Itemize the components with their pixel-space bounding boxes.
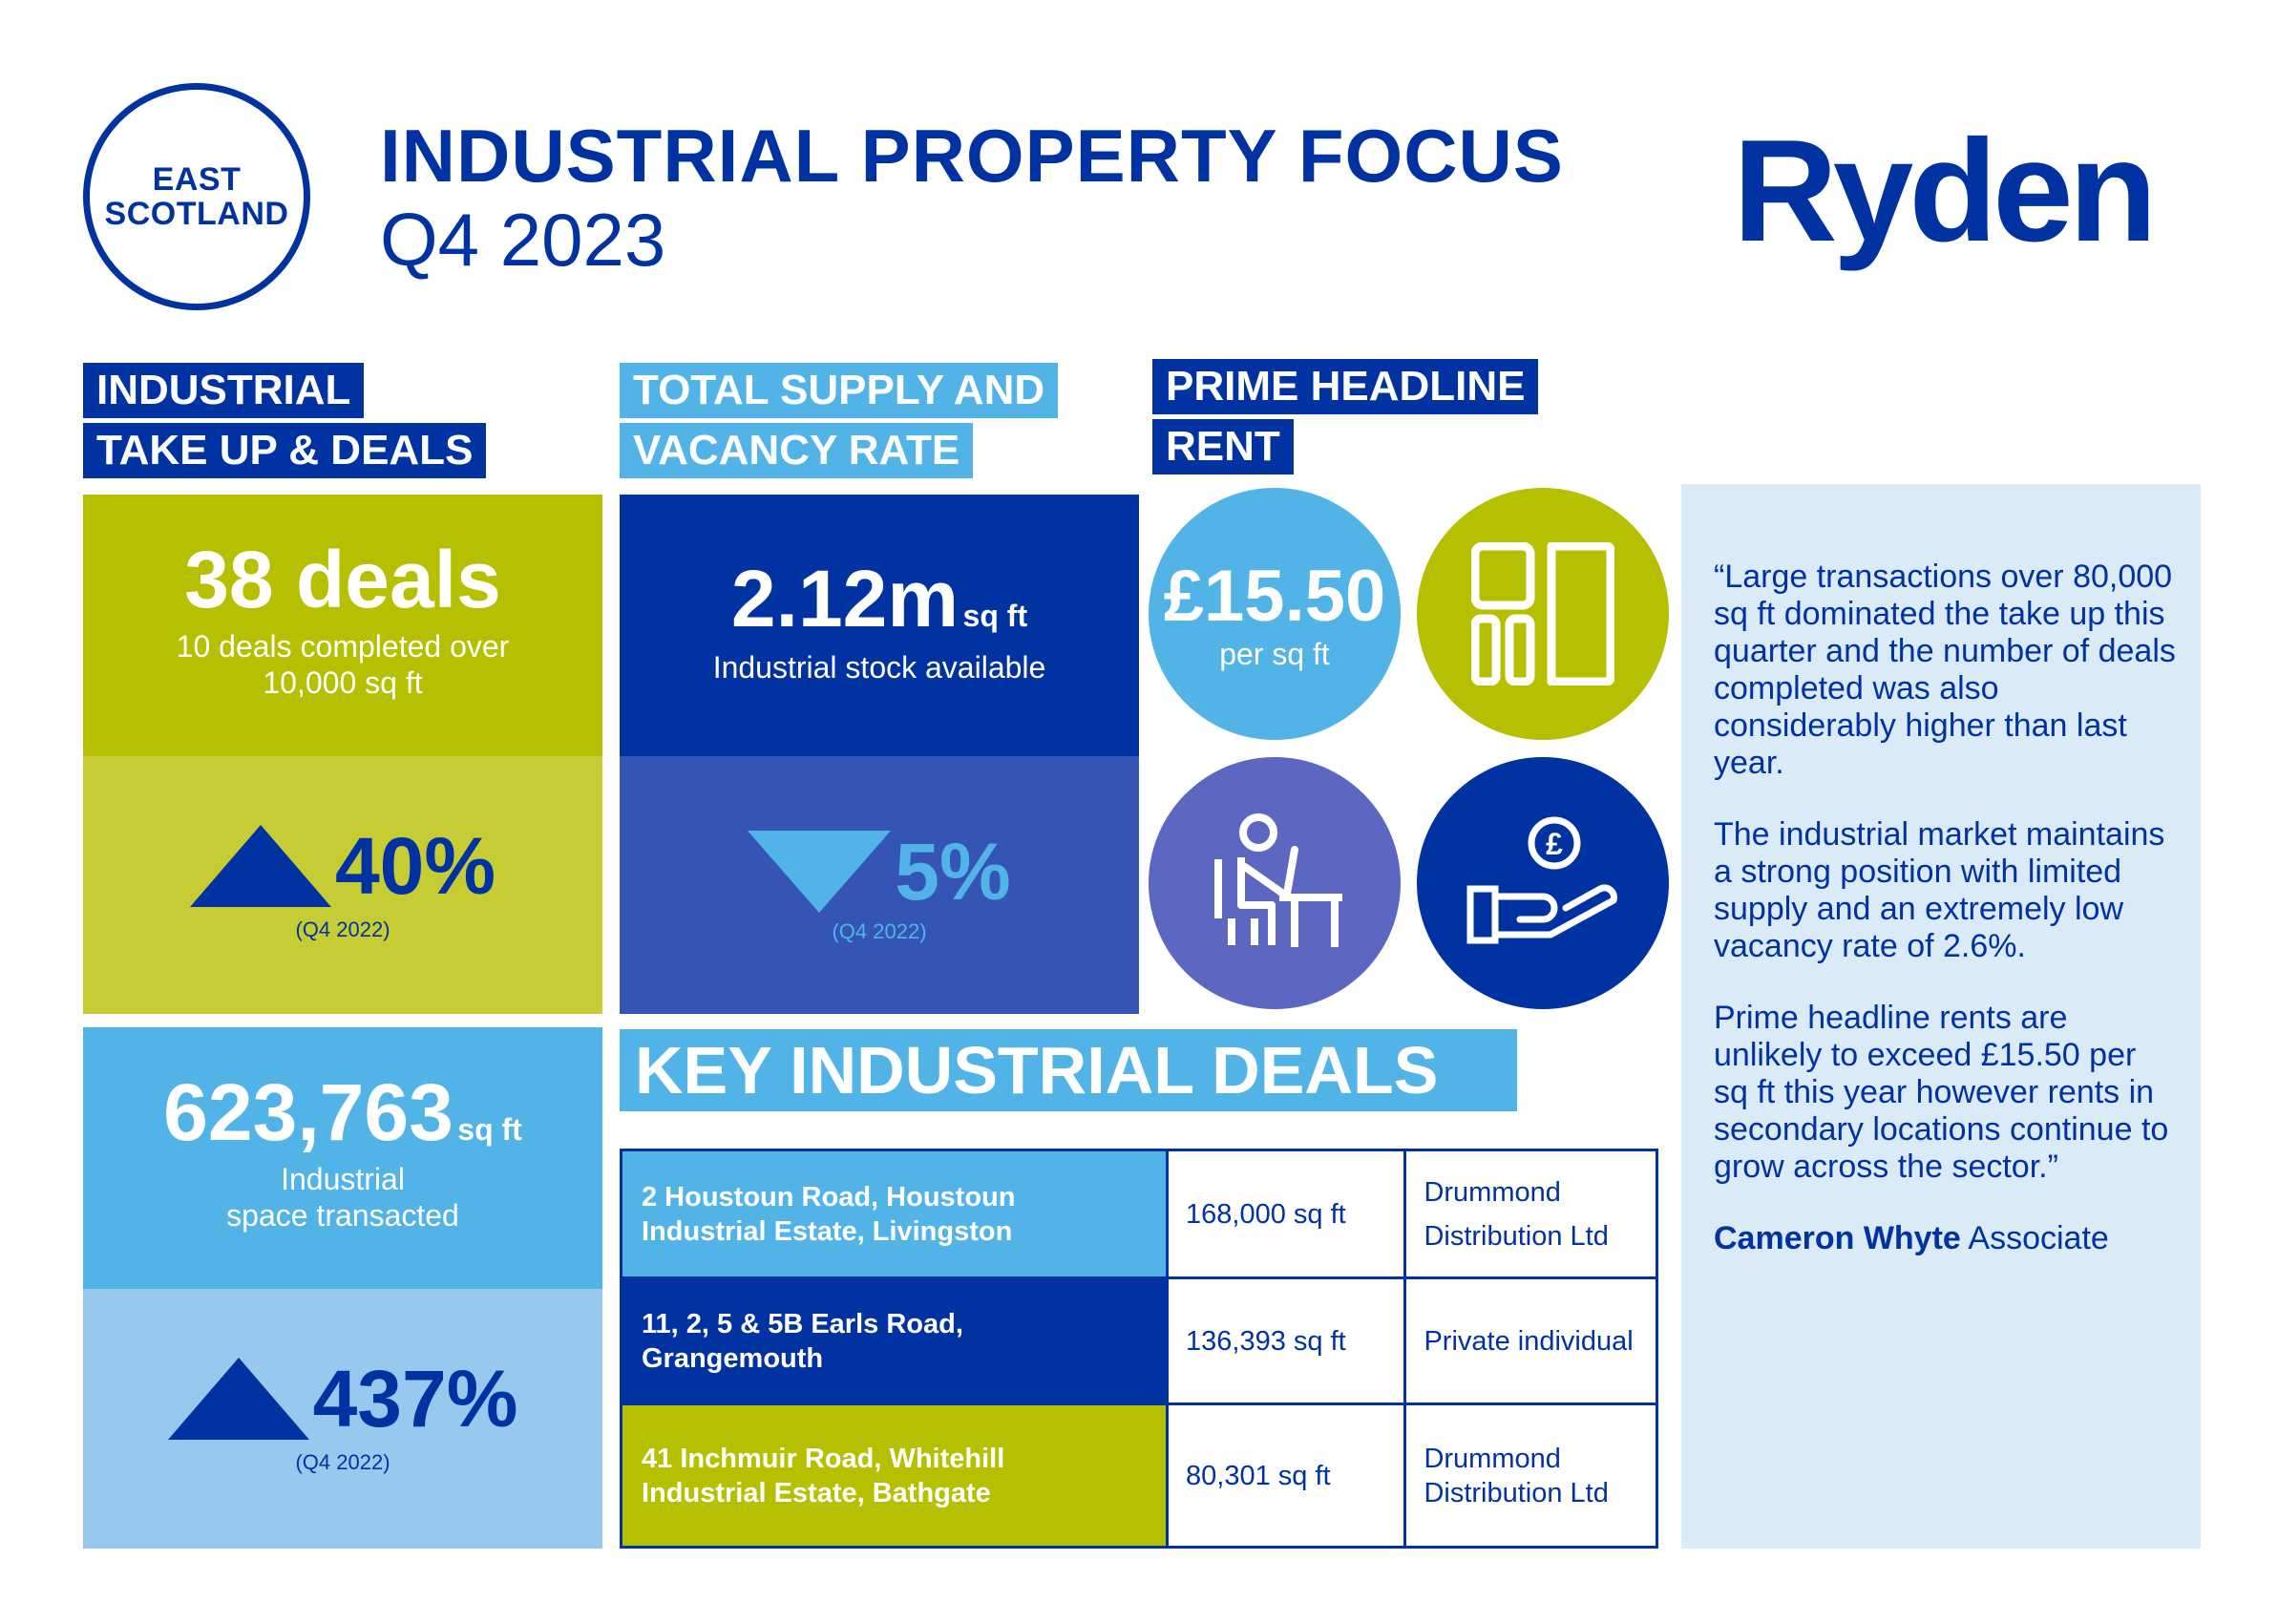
rent-unit: per sq ft [1219,637,1330,671]
take-up-label-line1: INDUSTRIAL [83,363,365,418]
deal-occupier-cell: Drummond Distribution Ltd [1403,1149,1658,1279]
rent-circle: £15.50 per sq ft [1149,488,1401,740]
quote-author-name: Cameron Whyte [1714,1220,1961,1256]
supply-label-line2: VACANCY RATE [620,423,974,478]
deal-address-cell: 11, 2, 5 & 5B Earls Road, Grangemouth [619,1276,1170,1405]
quote-panel: “Large transactions over 80,000 sq ft do… [1681,484,2201,1549]
deal-address-line1: 2 Houstoun Road, Houstoun [642,1181,1016,1213]
rent-label-line2: RENT [1152,419,1294,475]
page-period: Q4 2023 [380,198,666,282]
office-worker-icon [1149,757,1401,1009]
quote-paragraph-1: “Large transactions over 80,000 sq ft do… [1714,559,2176,781]
table-row: 2 Houstoun Road, Houstoun Industrial Est… [619,1149,1658,1279]
deal-occupier-line1: Private individual [1424,1325,1634,1357]
space-transacted-unit: sq ft [457,1112,522,1147]
rent-label-line1: PRIME HEADLINE [1152,359,1539,414]
up-triangle-icon [189,825,331,907]
page-title: INDUSTRIAL PROPERTY FOCUS [380,114,1564,198]
quote-author-role: Associate [1968,1220,2109,1256]
deals-count-tile: 38 deals 10 deals completed over 10,000 … [83,495,602,756]
deal-occupier-cell: Private individual [1403,1276,1658,1405]
region-line1: EAST [152,161,242,198]
pound-hand-icon: £ [1417,757,1669,1009]
supply-desc: Industrial stock available [712,650,1046,685]
svg-text:£: £ [1546,827,1563,861]
space-transacted-desc-line2: space transacted [226,1198,459,1233]
region-badge: EAST SCOTLAND [83,83,310,310]
space-transacted-value: 623,763 [163,1067,453,1157]
table-row: 11, 2, 5 & 5B Earls Road, Grangemouth 13… [619,1276,1658,1405]
supply-change-value: 5% [895,827,1011,917]
deal-address-cell: 2 Houstoun Road, Houstoun Industrial Est… [619,1149,1170,1279]
space-change-ref: (Q4 2022) [295,1450,390,1474]
take-up-label-line2: TAKE UP & DEALS [83,423,487,478]
space-change-tile: 437% (Q4 2022) [83,1289,602,1549]
deals-change-ref: (Q4 2022) [295,917,390,941]
up-triangle-icon [167,1358,309,1440]
deals-count-desc-line1: 10 deals completed over [176,629,510,664]
quote-paragraph-3: Prime headline rents are unlikely to exc… [1714,1000,2169,1185]
deal-size: 136,393 sq ft [1166,1276,1407,1405]
supply-change-ref: (Q4 2022) [832,919,927,943]
deal-address-line1: 41 Inchmuir Road, Whitehill [642,1443,1005,1474]
deals-change-tile: 40% (Q4 2022) [83,756,602,1014]
deal-occupier-cell: Drummond Distribution Ltd [1403,1403,1658,1549]
supply-value: 2.12m [730,554,960,643]
supply-change-tile: 5% (Q4 2022) [620,756,1139,1014]
space-transacted-tile: 623,763 sq ft Industrial space transacte… [83,1027,602,1289]
deals-change-value: 40% [334,821,496,911]
quote-paragraph-2: The industrial market maintains a strong… [1714,816,2165,964]
key-deals-table: 2 Houstoun Road, Houstoun Industrial Est… [619,1149,1658,1549]
building-blocks-icon [1417,488,1669,740]
deal-address-line1: 11, 2, 5 & 5B Earls Road, [642,1308,963,1339]
deal-occupier-line2: Distribution Ltd [1424,1477,1609,1508]
supply-tile: 2.12m sq ft Industrial stock available [620,495,1139,756]
supply-unit: sq ft [962,599,1028,633]
deal-address-line2: Industrial Estate, Bathgate [642,1477,991,1508]
deal-occupier-line1: Drummond [1424,1443,1561,1474]
table-row: 41 Inchmuir Road, Whitehill Industrial E… [619,1403,1658,1549]
ryden-logo: Ryden [1733,110,2158,272]
supply-label-line1: TOTAL SUPPLY AND [620,363,1059,418]
deal-address-line2: Grangemouth [642,1342,824,1374]
space-transacted-desc-line1: Industrial [281,1162,405,1196]
deals-count-value: 38 deals [184,535,501,624]
rent-value: £15.50 [1163,556,1386,637]
deal-occupier-line2: Distribution Ltd [1424,1220,1609,1252]
region-line2: SCOTLAND [104,196,289,232]
deals-count-desc-line2: 10,000 sq ft [263,665,423,700]
deal-size: 80,301 sq ft [1166,1403,1407,1549]
down-triangle-icon [748,831,892,913]
deal-occupier-line1: Drummond [1424,1176,1561,1208]
deal-size: 168,000 sq ft [1166,1149,1407,1279]
space-change-value: 437% [312,1354,518,1444]
deal-address-line2: Industrial Estate, Livingston [642,1215,1013,1247]
deal-address-cell: 41 Inchmuir Road, Whitehill Industrial E… [619,1403,1170,1549]
quote-author: Cameron Whyte Associate [1714,1220,2178,1257]
key-deals-title: KEY INDUSTRIAL DEALS [620,1029,1517,1111]
